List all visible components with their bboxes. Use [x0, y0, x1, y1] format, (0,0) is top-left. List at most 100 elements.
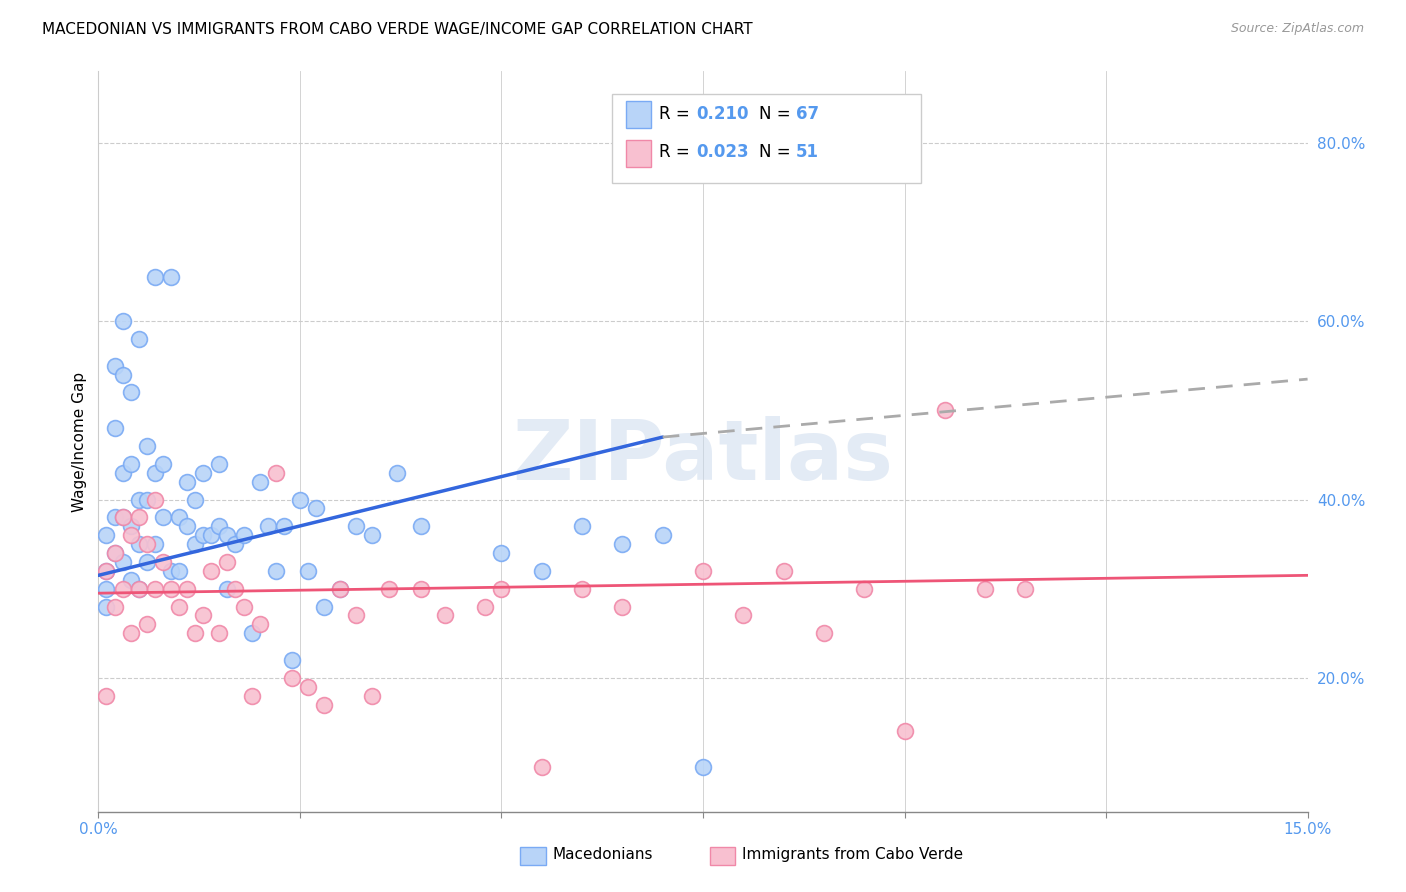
- Text: N =: N =: [759, 143, 796, 161]
- Point: [120, 626, 142, 640]
- Point: [193, 608, 215, 623]
- Point: [96, 599, 118, 614]
- Point: [152, 510, 174, 524]
- Point: [612, 537, 634, 551]
- Point: [651, 528, 673, 542]
- Point: [193, 528, 215, 542]
- Point: [111, 466, 134, 480]
- Point: [813, 626, 835, 640]
- Text: R =: R =: [659, 143, 696, 161]
- Point: [224, 537, 246, 551]
- Point: [409, 582, 432, 596]
- Point: [111, 510, 134, 524]
- Point: [152, 555, 174, 569]
- Point: [128, 582, 150, 596]
- Point: [217, 582, 239, 596]
- Point: [184, 626, 207, 640]
- Point: [772, 564, 794, 578]
- Point: [224, 582, 246, 596]
- Point: [152, 457, 174, 471]
- Point: [176, 582, 198, 596]
- Point: [176, 475, 198, 489]
- Point: [361, 689, 384, 703]
- Point: [273, 519, 295, 533]
- Point: [297, 564, 319, 578]
- Point: [491, 546, 513, 560]
- Point: [143, 582, 166, 596]
- Point: [281, 653, 304, 667]
- Point: [434, 608, 457, 623]
- Point: [240, 626, 263, 640]
- Point: [385, 466, 408, 480]
- Point: [344, 519, 367, 533]
- Point: [120, 519, 142, 533]
- Point: [128, 582, 150, 596]
- Text: 0.023: 0.023: [696, 143, 748, 161]
- Point: [96, 564, 118, 578]
- Text: 0.210: 0.210: [696, 105, 748, 123]
- Point: [571, 582, 593, 596]
- Point: [143, 537, 166, 551]
- Point: [208, 457, 231, 471]
- Point: [120, 528, 142, 542]
- Point: [314, 599, 336, 614]
- Text: MACEDONIAN VS IMMIGRANTS FROM CABO VERDE WAGE/INCOME GAP CORRELATION CHART: MACEDONIAN VS IMMIGRANTS FROM CABO VERDE…: [42, 22, 752, 37]
- Point: [184, 537, 207, 551]
- Point: [103, 510, 125, 524]
- Point: [314, 698, 336, 712]
- Point: [103, 421, 125, 435]
- Point: [103, 599, 125, 614]
- Point: [160, 582, 183, 596]
- Point: [305, 501, 328, 516]
- Point: [571, 519, 593, 533]
- Point: [128, 332, 150, 346]
- Point: [853, 582, 876, 596]
- Point: [217, 528, 239, 542]
- Point: [128, 537, 150, 551]
- Point: [143, 466, 166, 480]
- Point: [692, 760, 714, 774]
- Point: [329, 582, 352, 596]
- Point: [128, 510, 150, 524]
- Text: Source: ZipAtlas.com: Source: ZipAtlas.com: [1230, 22, 1364, 36]
- Point: [135, 537, 157, 551]
- Point: [934, 403, 956, 417]
- Point: [111, 510, 134, 524]
- Point: [160, 564, 183, 578]
- Text: Macedonians: Macedonians: [553, 847, 652, 862]
- Point: [200, 564, 222, 578]
- Text: 51: 51: [796, 143, 818, 161]
- Point: [974, 582, 997, 596]
- Text: 67: 67: [796, 105, 818, 123]
- Point: [409, 519, 432, 533]
- Point: [135, 555, 157, 569]
- Point: [256, 519, 278, 533]
- Point: [120, 385, 142, 400]
- Y-axis label: Wage/Income Gap: Wage/Income Gap: [72, 371, 87, 512]
- Point: [893, 724, 915, 739]
- Point: [264, 466, 287, 480]
- Point: [96, 528, 118, 542]
- Point: [128, 492, 150, 507]
- Point: [111, 555, 134, 569]
- Text: N =: N =: [759, 105, 796, 123]
- Point: [232, 528, 254, 542]
- Point: [474, 599, 496, 614]
- Point: [692, 564, 714, 578]
- Point: [1014, 582, 1036, 596]
- Point: [143, 492, 166, 507]
- Point: [120, 457, 142, 471]
- Point: [143, 269, 166, 284]
- Point: [120, 573, 142, 587]
- Point: [329, 582, 352, 596]
- Point: [135, 439, 157, 453]
- Text: ZIPatlas: ZIPatlas: [513, 416, 893, 497]
- Point: [249, 617, 271, 632]
- Point: [96, 689, 118, 703]
- Point: [167, 564, 190, 578]
- Point: [217, 555, 239, 569]
- Point: [135, 492, 157, 507]
- Point: [281, 671, 304, 685]
- Point: [200, 528, 222, 542]
- Text: Immigrants from Cabo Verde: Immigrants from Cabo Verde: [742, 847, 963, 862]
